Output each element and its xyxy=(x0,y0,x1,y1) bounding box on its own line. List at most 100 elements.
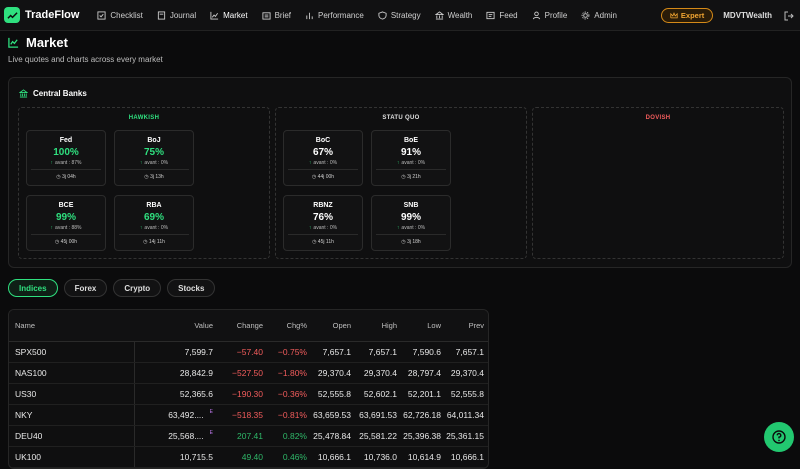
bank-previous-text: avant : 0% xyxy=(401,160,426,166)
table-row[interactable]: DEU40 25,568.... E 207.41 0.82% 25,478.84 25,5… xyxy=(9,426,488,447)
tab-stocks[interactable]: Stocks xyxy=(167,279,216,297)
nav-label: Journal xyxy=(169,10,197,20)
bank-name: BCE xyxy=(58,202,74,209)
table-row[interactable]: UK100 10,715.5 49.40 0.46% 10,666.1 10,736.0 1… xyxy=(9,447,488,468)
bank-name: BoC xyxy=(315,137,331,144)
cell-text: 10,666.1 xyxy=(317,452,351,462)
table-header-row: Name Value Change Chg% Open High Low Prev xyxy=(9,310,488,342)
column-header-name[interactable]: Name xyxy=(15,321,36,330)
cell-value: 28,842.9 xyxy=(139,363,213,383)
cell-low: 10,614.9 xyxy=(399,447,441,467)
nav-item-journal[interactable]: Journal xyxy=(151,5,202,25)
nav-item-checklist[interactable]: Checklist xyxy=(91,5,148,25)
nav-item-admin[interactable]: Admin xyxy=(575,5,623,25)
logout-icon[interactable] xyxy=(784,11,794,21)
column-header-prev[interactable]: Prev xyxy=(468,321,484,330)
table-row[interactable]: US30 52,365.6 −190.30 −0.36% 52,555.8 52,602.… xyxy=(9,384,488,405)
tab-indices[interactable]: Indices xyxy=(8,279,58,297)
cell-prev: 64,011.34 xyxy=(443,405,484,425)
tab-crypto[interactable]: Crypto xyxy=(113,279,162,297)
cell-text: 52,555.8 xyxy=(450,389,484,399)
table-row[interactable]: NAS100 28,842.9 −527.50 −1.80% 29,370.4 29,37… xyxy=(9,363,488,384)
column-header-low[interactable]: Low xyxy=(427,321,441,330)
arrow-up-icon: ↑ xyxy=(396,160,400,166)
bank-probability: 99% xyxy=(55,212,76,223)
tab-forex[interactable]: Forex xyxy=(63,279,108,297)
bank-countdown-text: 44j 00h xyxy=(317,174,335,180)
journal-icon xyxy=(157,10,165,20)
estimate-badge: E xyxy=(209,409,213,415)
bank-card-boe[interactable]: BoE 91% ↑ avant : 0% ◷ 3j 21h xyxy=(371,130,451,186)
market-tabs: Indices Forex Crypto Stocks xyxy=(8,279,221,297)
brand[interactable]: TradeFlow xyxy=(4,7,79,23)
bank-countdown: ◷ 3j 18h xyxy=(372,239,450,245)
column-header-high[interactable]: High xyxy=(381,321,397,330)
cell-text: 62,726.18 xyxy=(403,410,441,420)
card-divider xyxy=(119,234,189,235)
column-header-chg-pct[interactable]: Chg% xyxy=(286,321,307,330)
clock-icon: ◷ xyxy=(311,174,317,180)
username[interactable]: MDVTWealth xyxy=(723,11,772,20)
nav-item-performance[interactable]: Performance xyxy=(299,5,370,25)
bank-card-snb[interactable]: SNB 99% ↑ avant : 0% ◷ 3j 18h xyxy=(371,195,451,251)
bank-icon xyxy=(434,10,444,20)
arrow-up-icon: ↑ xyxy=(308,160,312,166)
nav-item-market[interactable]: Market xyxy=(204,5,253,25)
cell-prev: 29,370.4 xyxy=(443,363,484,383)
cell-text: 25,478.84 xyxy=(313,431,351,441)
nav-item-brief[interactable]: Brief xyxy=(256,5,297,25)
arrow-up-icon: ↑ xyxy=(139,225,143,231)
bank-countdown: ◷ 3j 21h xyxy=(372,174,450,180)
bank-card-fed[interactable]: Fed 100% ↑ avant : 87% ◷ 3j 04h xyxy=(26,130,106,186)
checklist-icon xyxy=(97,10,106,20)
cell-text: 52,365.6 xyxy=(179,389,213,399)
expert-badge-button[interactable]: Expert xyxy=(660,8,714,23)
bank-card-bce[interactable]: BCE 99% ↑ avant : 88% ◷ 45j 00h xyxy=(26,195,106,251)
cell-text: SPX500 xyxy=(15,347,47,357)
column-header-change[interactable]: Change xyxy=(236,321,263,330)
nav-label: Profile xyxy=(544,10,568,20)
column-header-open[interactable]: Open xyxy=(332,321,351,330)
central-banks-title-text: Central Banks xyxy=(33,89,87,98)
clock-icon: ◷ xyxy=(144,174,149,180)
shield-icon xyxy=(378,10,387,20)
bank-countdown-text: 3j 13h xyxy=(150,174,164,180)
nav-item-wealth[interactable]: Wealth xyxy=(429,5,479,25)
bank-icon xyxy=(19,89,28,98)
nav-label: Market xyxy=(223,10,248,20)
cell-high: 29,370.4 xyxy=(353,363,397,383)
table-row[interactable]: NKY 63,492.... E −518.35 −0.81% 63,659.53 63,6… xyxy=(9,405,488,426)
bank-card-boc[interactable]: BoC 67% ↑ avant : 0% ◷ 44j 00h xyxy=(283,130,363,186)
page-title-text: Market xyxy=(26,35,68,50)
bank-previous: ↑ avant : 0% xyxy=(115,225,193,231)
bar-chart-icon xyxy=(306,12,313,19)
column-header-value[interactable]: Value xyxy=(194,321,213,330)
help-button[interactable] xyxy=(764,422,794,452)
cell-high: 52,602.1 xyxy=(353,384,397,404)
bank-card-rba[interactable]: RBA 69% ↑ avant : 0% ◷ 14j 11h xyxy=(114,195,194,251)
bank-countdown: ◷ 14j 11h xyxy=(115,239,193,245)
cell-text: 63,659.53 xyxy=(313,410,351,420)
bank-card-boj[interactable]: BoJ 75% ↑ avant : 0% ◷ 3j 13h xyxy=(114,130,194,186)
hawkish-heading: HAWKISH xyxy=(128,115,160,121)
bank-previous: ↑ avant : 87% xyxy=(27,160,105,166)
bank-name: BoE xyxy=(404,137,418,144)
cell-high: 10,736.0 xyxy=(353,447,397,467)
bank-countdown-text: 45j 11h xyxy=(317,239,334,245)
table-row[interactable]: SPX500 7,599.7 −57.40 −0.75% 7,657.1 7,657.1 7… xyxy=(9,342,488,363)
bank-name: RBNZ xyxy=(313,202,333,209)
bank-previous-text: avant : 0% xyxy=(313,160,338,166)
cell-prev: 10,666.1 xyxy=(443,447,484,467)
card-divider xyxy=(288,234,358,235)
cell-name: NKY xyxy=(15,405,125,425)
cell-change: −518.35 xyxy=(215,405,263,425)
nav-item-profile[interactable]: Profile xyxy=(526,5,574,25)
nav-item-strategy[interactable]: Strategy xyxy=(372,5,427,25)
nav-item-feed[interactable]: Feed xyxy=(480,5,523,25)
cell-change: −527.50 xyxy=(215,363,263,383)
statu-quo-column: STATU QUO BoC 67% ↑ avant : 0% ◷ 44j 00h BoE 9… xyxy=(275,107,527,259)
bank-previous: ↑ avant : 0% xyxy=(284,160,362,166)
bank-card-rbnz[interactable]: RBNZ 76% ↑ avant : 0% ◷ 45j 11h xyxy=(283,195,363,251)
cell-text: −527.50 xyxy=(232,368,263,378)
feed-icon xyxy=(486,11,495,19)
